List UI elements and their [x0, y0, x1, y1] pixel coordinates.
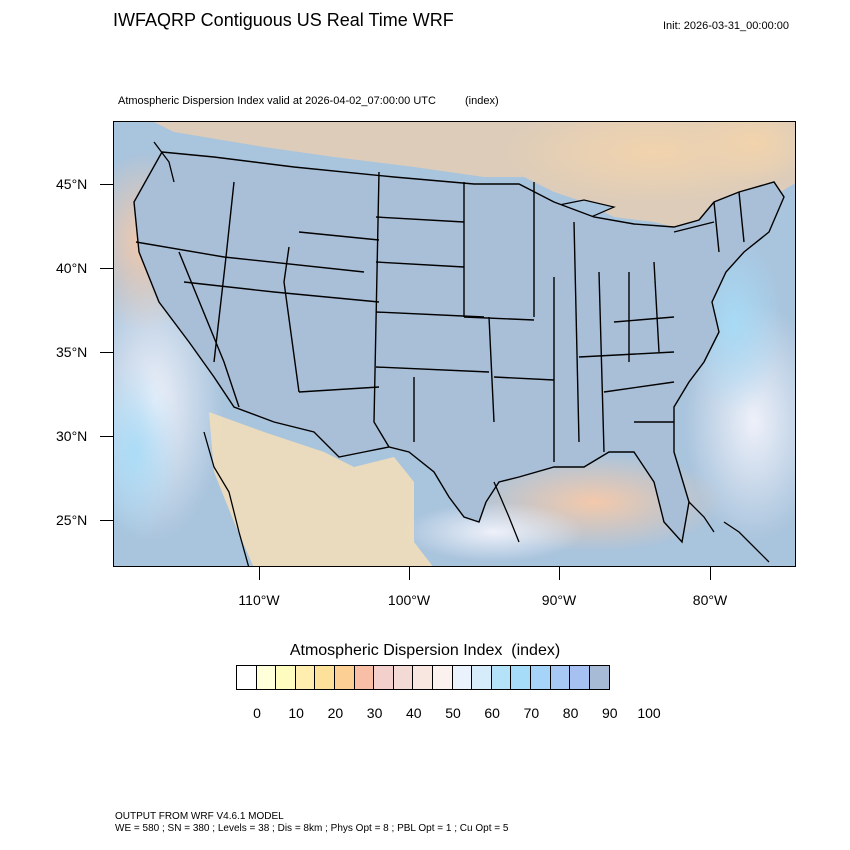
- colorbar-swatch: [530, 666, 551, 689]
- init-time-label: Init: 2026-03-31_00:00:00: [663, 20, 789, 32]
- canada-land: [154, 122, 795, 232]
- colorbar-swatch: [237, 666, 257, 689]
- lat-label-35: 35°N: [56, 344, 88, 360]
- colorbar-swatch: [256, 666, 277, 689]
- map-subtitle: Atmospheric Dispersion Index valid at 20…: [118, 95, 436, 107]
- lat-tick: [100, 352, 113, 353]
- colorbar-swatch: [511, 666, 531, 689]
- colorbar-swatch: [550, 666, 571, 689]
- colorbar-tick-label: 30: [366, 705, 383, 721]
- colorbar-swatch: [432, 666, 453, 689]
- lat-tick: [100, 520, 113, 521]
- colorbar-tick-label: 20: [327, 705, 344, 721]
- colorbar-swatch: [354, 666, 375, 689]
- lon-tick: [409, 567, 410, 580]
- lon-tick: [559, 567, 560, 580]
- colorbar-tick-label: 100: [637, 705, 661, 721]
- map-title: IWFAQRP Contiguous US Real Time WRF: [113, 10, 454, 30]
- lon-label-110: 110°W: [238, 592, 280, 608]
- colorbar-swatch: [570, 666, 590, 689]
- colorbar-tick-label: 70: [523, 705, 540, 721]
- lon-tick: [259, 567, 260, 580]
- lat-label-45: 45°N: [56, 176, 88, 192]
- colorbar-swatch: [295, 666, 316, 689]
- footer-line-2: WE = 580 ; SN = 380 ; Levels = 38 ; Dis …: [115, 823, 509, 834]
- state-boundaries: [133, 151, 785, 543]
- model-info-footer: OUTPUT FROM WRF V4.6.1 MODEL WE = 580 ; …: [115, 811, 508, 835]
- coastlines: [153, 141, 770, 566]
- colorbar-tick-label: 60: [484, 705, 500, 721]
- colorbar-tick-label: 0: [253, 705, 261, 721]
- colorbar-tick-label: 40: [406, 705, 422, 721]
- colorbar-swatch: [452, 666, 473, 689]
- footer-line-1: OUTPUT FROM WRF V4.6.1 MODEL: [115, 811, 284, 822]
- colorbar-swatch: [393, 666, 414, 689]
- map-svg: [114, 122, 795, 566]
- colorbar-tick-label: 10: [288, 705, 304, 721]
- colorbar: [236, 665, 611, 690]
- map-subtitle-units: (index): [465, 95, 499, 107]
- colorbar-swatch: [334, 666, 355, 689]
- map-panel: [113, 121, 796, 567]
- colorbar-swatch: [374, 666, 394, 689]
- lat-tick: [100, 436, 113, 437]
- lon-label-90: 90°W: [541, 592, 577, 608]
- lon-label-100: 100°W: [387, 592, 431, 608]
- lat-label-25: 25°N: [56, 512, 88, 528]
- lon-label-80: 80°W: [692, 592, 728, 608]
- colorbar-tick-label: 90: [602, 705, 618, 721]
- colorbar-swatch: [491, 666, 512, 689]
- lat-label-30: 30°N: [56, 428, 88, 444]
- lat-label-40: 40°N: [56, 260, 88, 276]
- colorbar-swatch: [276, 666, 296, 689]
- colorbar-tick-label: 80: [562, 705, 579, 721]
- colorbar-tick-label: 50: [445, 705, 461, 721]
- legend-title-text: Atmospheric Dispersion Index: [289, 642, 503, 659]
- colorbar-swatch: [472, 666, 492, 689]
- lat-tick: [100, 184, 113, 185]
- mexico-land: [209, 412, 433, 566]
- colorbar-swatch: [413, 666, 433, 689]
- colorbar-swatch: [589, 666, 610, 689]
- colorbar-swatch: [315, 666, 335, 689]
- legend-units: (index): [502, 642, 561, 659]
- lon-tick: [710, 567, 711, 580]
- lat-tick: [100, 268, 113, 269]
- legend-title: Atmospheric Dispersion Index (index): [0, 642, 850, 660]
